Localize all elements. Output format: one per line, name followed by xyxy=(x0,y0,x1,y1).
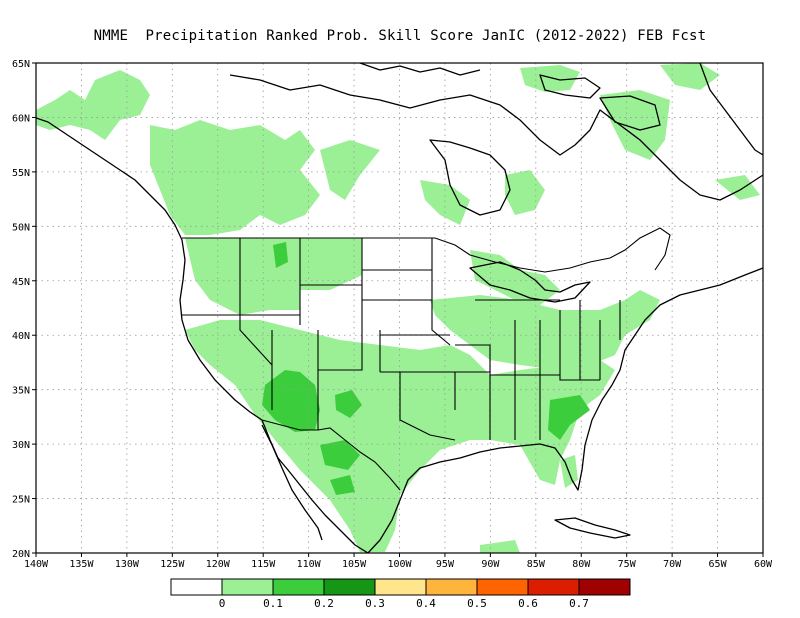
color-legend: 0 0.1 0.2 0.3 0.4 0.5 0.6 0.7 xyxy=(170,578,631,610)
legend-label: 0.1 xyxy=(263,597,283,610)
lat-tick-label: 40N xyxy=(12,331,30,342)
region-alaska-west xyxy=(36,70,150,140)
legend-label: 0 xyxy=(219,597,226,610)
great-lakes-outline xyxy=(469,261,591,303)
greenland-w xyxy=(699,63,763,156)
chart-title: NMME Precipitation Ranked Prob. Skill Sc… xyxy=(93,28,707,44)
legend-swatch xyxy=(578,578,631,596)
region-arctic-islands xyxy=(520,65,580,92)
lat-tick-label: 60N xyxy=(12,113,30,124)
lat-tick-label: 45N xyxy=(12,277,30,288)
lat-tick-label: 20N xyxy=(12,549,30,560)
lat-tick-label: 55N xyxy=(12,168,30,179)
lat-tick-label: 30N xyxy=(12,440,30,451)
region-quebec-e xyxy=(600,90,670,160)
lon-tick-label: 60W xyxy=(754,559,773,570)
lat-tick-label: 65N xyxy=(12,59,30,70)
region-idaho xyxy=(273,242,288,268)
lon-tick-label: 65W xyxy=(709,559,728,570)
gulf-coast xyxy=(367,267,763,553)
region-nw-usa xyxy=(185,238,362,315)
region-mid-canada xyxy=(320,140,380,200)
region-bc-yukon xyxy=(150,120,320,235)
lon-tick-label: 90W xyxy=(481,559,500,570)
region-sonora xyxy=(330,475,355,495)
lat-axis: 65N 60N 55N 50N 45N 40N 35N 30N 25N 20N xyxy=(12,59,36,560)
political-borders xyxy=(182,227,671,491)
lon-tick-label: 135W xyxy=(69,559,94,570)
lon-tick-label: 75W xyxy=(618,559,637,570)
lon-tick-label: 85W xyxy=(527,559,546,570)
lon-tick-label: 125W xyxy=(160,559,185,570)
lon-tick-label: 105W xyxy=(342,559,367,570)
state-lines-east xyxy=(455,299,621,440)
region-new-mexico-s xyxy=(335,390,362,418)
region-arctic-e xyxy=(660,63,720,90)
lon-tick-label: 95W xyxy=(436,559,455,570)
region-east-us xyxy=(430,290,660,370)
lon-tick-label: 140W xyxy=(24,559,49,570)
region-caribbean xyxy=(480,540,520,553)
legend-label: 0.4 xyxy=(416,597,436,610)
legend-swatch xyxy=(221,578,274,596)
lon-tick-label: 110W xyxy=(297,559,322,570)
pacific-coast xyxy=(36,117,369,553)
legend-label: 0.7 xyxy=(569,597,589,610)
lon-tick-label: 80W xyxy=(572,559,591,570)
legend-swatch xyxy=(425,578,478,596)
lon-tick-label: 130W xyxy=(115,559,140,570)
lat-tick-label: 50N xyxy=(12,222,30,233)
canada-arctic xyxy=(229,74,763,201)
legend-label: 0.2 xyxy=(314,597,334,610)
legend-swatch xyxy=(476,578,529,596)
skill-shading-medium xyxy=(262,242,590,495)
arctic-islands-2 xyxy=(539,74,601,99)
lon-tick-label: 70W xyxy=(663,559,682,570)
lat-tick-label: 25N xyxy=(12,495,30,506)
lon-tick-label: 100W xyxy=(387,559,412,570)
region-chihuahua xyxy=(320,440,360,470)
legend-label: 0.5 xyxy=(467,597,487,610)
region-newfoundland xyxy=(715,175,760,200)
lon-tick-label: 115W xyxy=(251,559,276,570)
cuba xyxy=(554,517,631,539)
arctic-islands-1 xyxy=(359,63,481,76)
region-southeast xyxy=(548,395,590,440)
coastlines xyxy=(36,63,763,553)
legend-swatch xyxy=(374,578,427,596)
region-arizona xyxy=(262,370,320,432)
legend-swatch xyxy=(323,578,376,596)
region-hudson-west xyxy=(420,180,470,225)
us-mexico-border xyxy=(261,419,401,491)
lon-tick-label: 120W xyxy=(206,559,231,570)
legend-label: 0.3 xyxy=(365,597,385,610)
state-lines-west xyxy=(182,238,381,430)
us-canada-border xyxy=(182,227,671,273)
lon-axis: 140W 135W 130W 125W 120W 115W 110W 105W 100W 95W 9… xyxy=(24,553,773,570)
arctic-islands-3 xyxy=(599,95,661,131)
baja xyxy=(261,424,323,541)
legend-label: 0.6 xyxy=(518,597,538,610)
lat-tick-label: 35N xyxy=(12,386,30,397)
legend-swatch xyxy=(272,578,325,596)
legend-swatch xyxy=(170,578,223,596)
hudson-bay xyxy=(429,139,511,216)
region-labrador xyxy=(505,170,545,215)
legend-swatch xyxy=(527,578,580,596)
